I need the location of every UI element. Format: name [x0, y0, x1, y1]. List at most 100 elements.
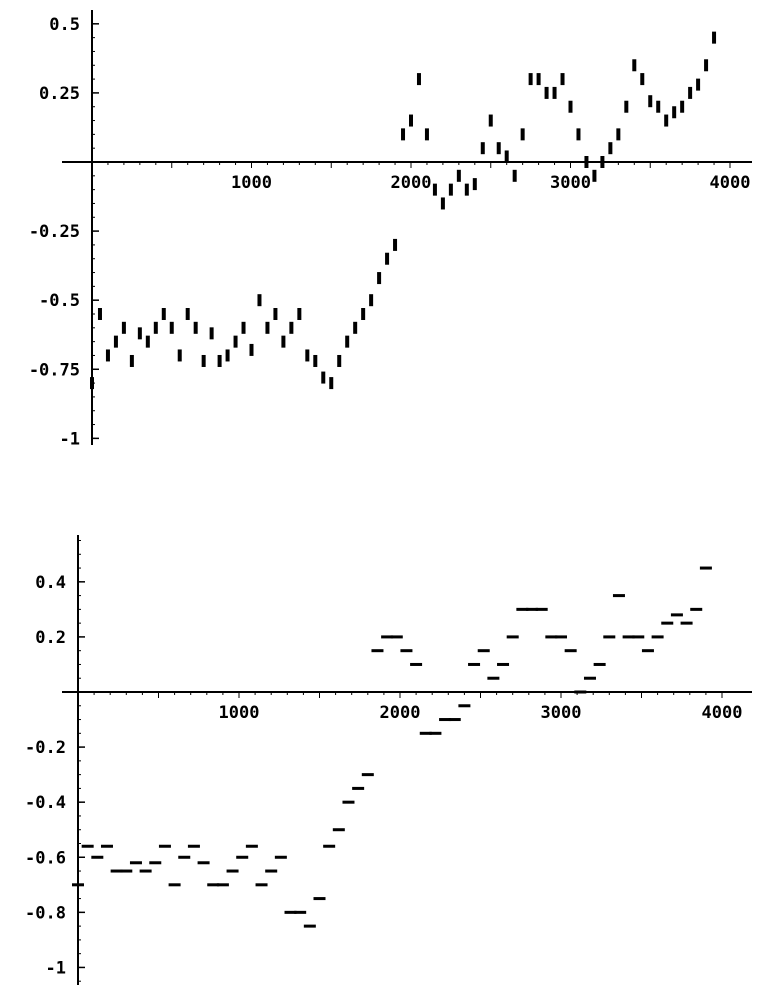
data-point [226, 869, 239, 873]
data-point [632, 59, 637, 72]
y-tick-label: -0.8 [25, 903, 66, 923]
data-point [216, 883, 229, 887]
data-point [245, 844, 258, 848]
data-point [332, 828, 345, 832]
data-point [201, 354, 206, 367]
data-point [651, 635, 664, 639]
data-point [480, 142, 485, 155]
data-point [555, 635, 567, 639]
data-point [145, 335, 150, 348]
data-point [361, 308, 366, 320]
data-point [440, 197, 445, 210]
data-point [593, 662, 606, 666]
data-point [704, 59, 709, 72]
data-point [661, 621, 674, 625]
data-point [528, 73, 533, 86]
data-point [664, 114, 669, 127]
data-point [526, 607, 539, 611]
y-tick-label: -0.2 [25, 738, 66, 758]
data-point [249, 343, 254, 356]
data-point [632, 635, 645, 639]
data-point [161, 308, 166, 320]
data-point [699, 566, 712, 570]
data-point [225, 349, 230, 362]
data-point [410, 662, 423, 666]
data-point [600, 156, 605, 168]
y-tick-label: 0.25 [39, 84, 80, 104]
data-point [504, 150, 509, 163]
data-point [560, 73, 565, 86]
y-tick-label: -0.6 [25, 848, 66, 868]
data-point [353, 321, 358, 334]
data-point [624, 100, 629, 113]
data-point [273, 308, 278, 320]
data-point [680, 100, 685, 113]
data-point [233, 335, 238, 348]
data-point [544, 86, 549, 99]
y-tick-label: -1 [60, 429, 80, 449]
x-tick-label: 4000 [702, 703, 743, 723]
chart-panel-top: 1000 2000 3000 4000 0.5 0.25 -0.25 -0.5 -0.75 -1 [29, 10, 752, 449]
data-point [265, 321, 270, 334]
y-tick-label: -0.75 [29, 360, 80, 380]
data-point [640, 73, 645, 86]
data-point [185, 308, 190, 320]
data-point [217, 354, 222, 367]
data-point [321, 371, 326, 384]
data-point [416, 73, 421, 86]
data-point [400, 649, 413, 653]
data-point [390, 635, 403, 639]
y-tick-label: 0.2 [35, 628, 66, 648]
data-point [568, 100, 573, 113]
data-point [284, 910, 297, 914]
data-point [129, 861, 142, 865]
data-point [121, 321, 126, 334]
data-point [294, 910, 307, 914]
data-point [419, 731, 432, 735]
y-tick-label: -1 [46, 958, 66, 978]
x-tick-label: 2000 [391, 173, 432, 193]
data-point [177, 349, 182, 362]
data-point [323, 844, 336, 848]
x-tick-label: 3000 [550, 173, 591, 193]
data-point [583, 676, 596, 680]
y-tick-label: 0.4 [35, 573, 66, 593]
data-point [564, 649, 577, 653]
data-point [90, 377, 94, 390]
data-point [488, 114, 493, 127]
data-point [274, 855, 287, 859]
data-point [612, 594, 625, 598]
data-point [603, 635, 616, 639]
data-point [139, 869, 152, 873]
data-point [487, 676, 500, 680]
data-point [193, 321, 198, 334]
y-tick-label: -0.25 [29, 222, 80, 242]
data-point [149, 861, 162, 865]
data-point [545, 635, 558, 639]
data-point [377, 272, 382, 285]
data-point [265, 869, 278, 873]
data-point [468, 662, 481, 666]
data-point [241, 321, 246, 334]
data-point [477, 649, 490, 653]
data-point [448, 183, 453, 196]
data-point [574, 690, 587, 694]
data-point [113, 335, 118, 348]
data-point [690, 607, 703, 611]
data-point [129, 354, 134, 367]
data-point [535, 607, 548, 611]
data-point [429, 731, 442, 735]
data-point [236, 855, 249, 859]
data-point [516, 607, 529, 611]
data-point [381, 635, 394, 639]
chart-panel-bottom: 1000 2000 3000 4000 0.4 0.2 -0.2 -0.4 -0.6 -0.8 -1 [25, 535, 752, 985]
data-point [712, 31, 717, 44]
data-point [584, 156, 589, 168]
data-point [297, 308, 302, 320]
data-point [424, 128, 429, 141]
data-point [178, 855, 191, 859]
data-point [110, 869, 123, 873]
data-point [209, 327, 214, 340]
data-point [305, 349, 310, 362]
data-point [137, 327, 142, 340]
